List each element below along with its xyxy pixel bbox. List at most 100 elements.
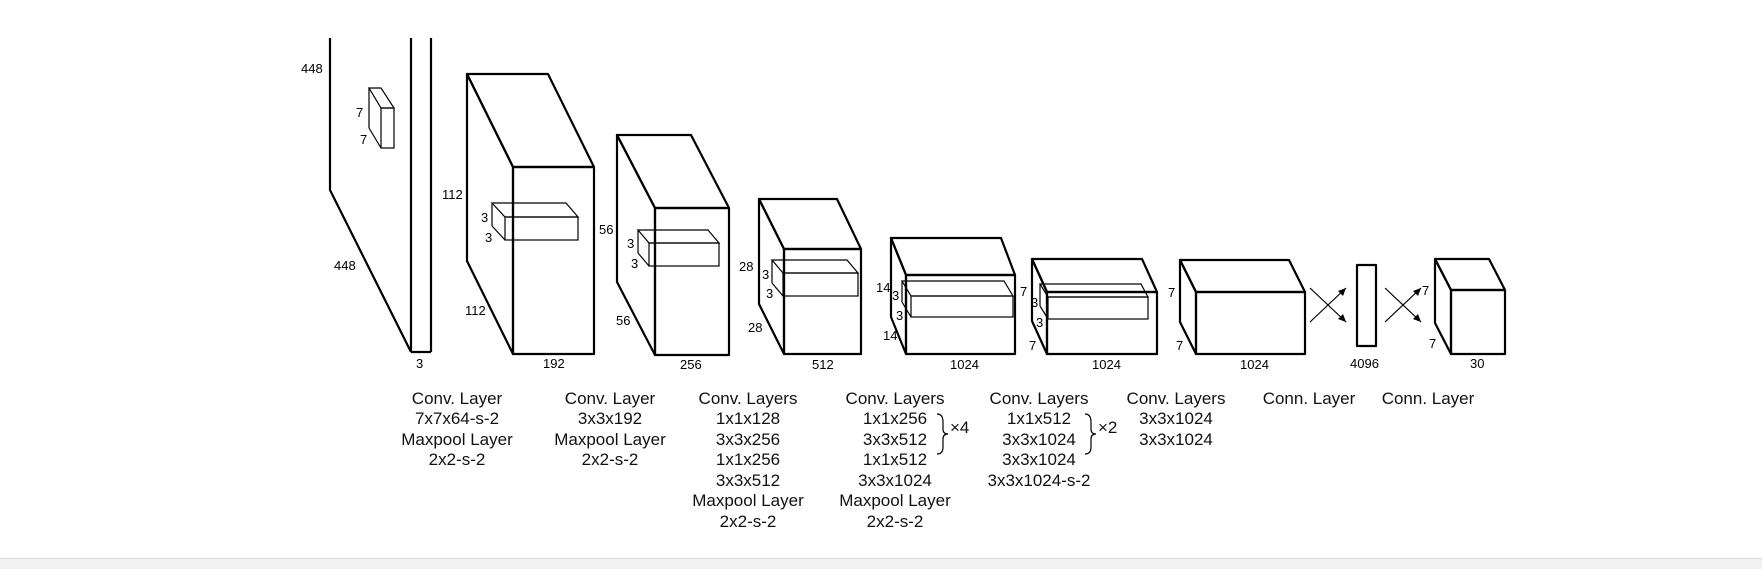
caption-line: 3x3x512: [863, 430, 927, 449]
caption-line: 1x1x512: [1007, 409, 1071, 428]
dim-width-label: 56: [616, 313, 630, 328]
dim-width-label: 7: [1176, 338, 1183, 353]
caption-line: 3x3x1024: [858, 471, 932, 490]
repeat-count: ×4: [950, 418, 969, 437]
caption-line: Maxpool Layer: [554, 430, 666, 449]
layer-caption-3: Conv. Layers 1x1x128 3x3x256 1x1x256 3x3…: [692, 389, 804, 531]
kernel-width-label: 3: [1036, 315, 1043, 330]
dim-height-label: 28: [739, 259, 753, 274]
kernel-box: [636, 229, 721, 267]
caption-line: Conn. Layer: [1382, 389, 1475, 408]
layer-caption-5: Conv. Layers 1x1x512 3x3x1024 3x3x1024 3…: [987, 389, 1117, 490]
caption-line: 3x3x1024: [1002, 430, 1076, 449]
kernel-box: [900, 280, 1015, 318]
full-connection-arrows: [1309, 287, 1347, 323]
caption-line: Conv. Layers: [1127, 389, 1226, 408]
layer-caption-7: Conn. Layer: [1263, 389, 1356, 408]
repeat-brace: [1084, 413, 1097, 455]
dim-width-label: 7: [1029, 338, 1036, 353]
dim-height-label: 7: [1020, 284, 1027, 299]
dim-depth-label: 192: [543, 356, 565, 371]
dim-height-label: 7: [1422, 283, 1429, 298]
dim-width-label: 7: [1429, 336, 1436, 351]
output-block-7x7x30: 7 7 30: [1422, 257, 1507, 371]
layer-caption-2: Conv. Layer 3x3x192 Maxpool Layer 2x2-s-…: [554, 389, 666, 469]
conv-block-112: 112 112 192 3 3: [442, 72, 596, 371]
input-layer-block: 448 448 3 7 7: [301, 38, 433, 371]
caption-line: Maxpool Layer: [401, 430, 513, 449]
caption-line: 1x1x128: [716, 409, 780, 428]
kernel-height-label: 3: [892, 288, 899, 303]
kernel-height-label: 3: [627, 236, 634, 251]
dense-vector-4096: 4096: [1350, 263, 1379, 371]
kernel-height-label: 7: [356, 105, 363, 120]
caption-line: Conv. Layers: [846, 389, 945, 408]
dim-depth-label: 30: [1470, 356, 1484, 371]
layer-caption-4: Conv. Layers 1x1x256 3x3x512 1x1x512 3x3…: [839, 389, 969, 531]
conv-block-28: 28 28 512 3 3: [739, 197, 863, 372]
kernel-box: [1038, 283, 1150, 320]
caption-line: 3x3x256: [716, 430, 780, 449]
dim-depth-label: 1024: [1092, 357, 1121, 372]
dim-height-label: 14: [876, 280, 890, 295]
dim-width-label: 14: [883, 328, 897, 343]
caption-line: 7x7x64-s-2: [415, 409, 499, 428]
caption-line: Conn. Layer: [1263, 389, 1356, 408]
kernel-height-label: 3: [1031, 295, 1038, 310]
caption-line: 1x1x512: [863, 450, 927, 469]
layer-caption-8: Conn. Layer: [1382, 389, 1475, 408]
dim-depth-label: 3: [416, 356, 423, 371]
feature-block-7: 7 7 1024: [1168, 258, 1307, 372]
caption-line: 3x3x1024: [1139, 430, 1213, 449]
caption-line: 1x1x256: [716, 450, 780, 469]
repeat-count: ×2: [1098, 418, 1117, 437]
kernel-box: [490, 202, 580, 241]
conv-block-7: 7 7 1024 3 3: [1020, 257, 1159, 372]
caption-line: Conv. Layers: [990, 389, 1089, 408]
dim-width-label: 112: [465, 303, 486, 318]
dim-depth-label: 1024: [1240, 357, 1269, 372]
caption-line: 3x3x1024-s-2: [987, 471, 1090, 490]
caption-line: Maxpool Layer: [692, 491, 804, 510]
kernel-width-label: 3: [631, 256, 638, 271]
dim-height-label: 7: [1168, 285, 1175, 300]
caption-line: 1x1x256: [863, 409, 927, 428]
kernel-height-label: 3: [762, 267, 769, 282]
caption-line: Conv. Layer: [412, 389, 503, 408]
caption-line: 2x2-s-2: [582, 450, 639, 469]
caption-line: Conv. Layer: [565, 389, 656, 408]
dim-width-label: 448: [334, 258, 356, 273]
kernel-width-label: 3: [485, 230, 492, 245]
dim-height-label: 448: [301, 61, 323, 76]
repeat-brace: [936, 413, 949, 455]
conv-block-14: 14 14 1024 3 3: [876, 236, 1017, 372]
kernel-width-label: 7: [360, 132, 367, 147]
kernel-width-label: 3: [896, 308, 903, 323]
page-bottom-edge: [0, 558, 1762, 569]
caption-line: 2x2-s-2: [720, 512, 777, 531]
dim-height-label: 112: [442, 187, 463, 202]
conv-block-56: 56 56 256 3 3: [599, 133, 731, 372]
kernel-width-label: 3: [766, 286, 773, 301]
caption-line: 3x3x192: [578, 409, 642, 428]
caption-line: 3x3x512: [716, 471, 780, 490]
kernel-height-label: 3: [481, 210, 488, 225]
caption-line: 3x3x1024: [1139, 409, 1213, 428]
layer-caption-6: Conv. Layers 3x3x1024 3x3x1024: [1127, 389, 1226, 449]
dim-depth-label: 256: [680, 357, 702, 372]
full-connection-arrows: [1384, 287, 1422, 323]
kernel-box: [367, 87, 396, 149]
dim-width-label: 28: [748, 320, 762, 335]
caption-line: 2x2-s-2: [429, 450, 486, 469]
caption-line: 3x3x1024: [1002, 450, 1076, 469]
caption-line: 2x2-s-2: [867, 512, 924, 531]
layer-caption-1: Conv. Layer 7x7x64-s-2 Maxpool Layer 2x2…: [401, 389, 513, 469]
dim-depth-label: 1024: [950, 357, 979, 372]
caption-line: Conv. Layers: [699, 389, 798, 408]
dim-depth-label: 512: [812, 357, 834, 372]
caption-line: Maxpool Layer: [839, 491, 951, 510]
kernel-box: [770, 259, 860, 297]
dim-height-label: 56: [599, 222, 613, 237]
dim-depth-label: 4096: [1350, 356, 1379, 371]
